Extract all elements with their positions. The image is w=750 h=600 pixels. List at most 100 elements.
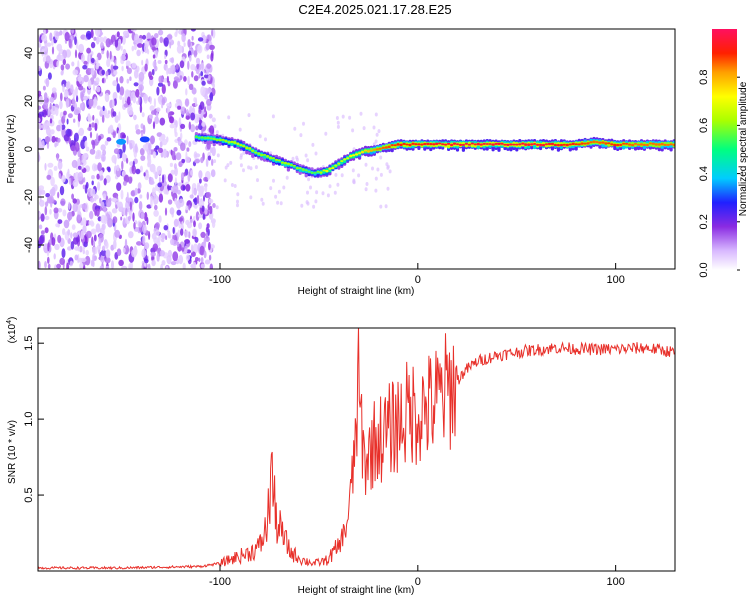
spectrogram-speckle — [282, 185, 286, 190]
spectrogram-y-tick-label: 0 — [23, 146, 35, 152]
spectrogram-noise-cell — [83, 60, 88, 65]
spectrogram-speckle — [348, 115, 352, 120]
spectrogram-noise-cell — [193, 203, 198, 209]
spectrogram-noise-cell — [60, 70, 64, 76]
spectrogram-noise-cell — [38, 211, 42, 218]
spectrogram-noise-cell — [122, 30, 129, 36]
spectrogram-noise-cell — [98, 36, 104, 43]
spectrogram-noise-cell — [206, 98, 212, 106]
spectrogram-noise-cell — [166, 75, 169, 83]
spectrogram-noise-cell — [210, 169, 216, 178]
spectrogram-noise-cell — [133, 82, 139, 87]
spectrogram-ridge-cell — [482, 142, 486, 145]
spectrogram-noise-cell — [85, 181, 89, 189]
spectrogram-noise-cell — [198, 222, 203, 230]
spectrogram-speckle — [311, 142, 315, 147]
spectrogram-noise-cell — [122, 142, 126, 153]
spectrogram-noise-cell — [192, 261, 197, 269]
spectrogram-ridge-cell — [613, 143, 617, 147]
spectrogram-noise-cell — [137, 43, 143, 48]
spectrogram-noise-cell — [41, 123, 48, 130]
spectrogram-noise-cell — [155, 145, 160, 150]
spectrogram-ridge-cell — [628, 143, 632, 146]
spectrogram-ridge-cell — [239, 144, 243, 147]
spectrogram-ridge-cell — [251, 149, 255, 152]
spectrogram-noise-cell — [191, 35, 194, 41]
spectrogram-noise-cell — [129, 201, 132, 211]
spectrogram-ridge-cell — [533, 143, 537, 145]
spectrogram-speckle — [377, 129, 381, 134]
spectrogram-speckle — [334, 172, 338, 177]
spectrogram-ridge-cell — [405, 143, 409, 146]
spectrogram-ridge-cell — [589, 141, 593, 144]
spectrogram-ridge-cell — [550, 142, 554, 146]
spectrogram-noise-cell — [187, 39, 191, 48]
spectrogram-noise-cell — [166, 255, 172, 265]
spectrogram-noise-cell — [170, 238, 175, 246]
spectrogram-noise-cell — [78, 165, 82, 170]
spectrogram-noise-cell — [114, 59, 117, 66]
spectrogram-ridge-cell — [194, 135, 198, 139]
colorbar-ticks: 0.0 0.2 0.4 0.6 0.8 — [698, 70, 740, 278]
spectrogram-noise-cell — [195, 57, 201, 65]
spectrogram-ridge-cell — [485, 143, 489, 145]
spectrogram-noise-cell — [59, 185, 65, 196]
spectrogram-noise-cell — [53, 165, 58, 171]
spectrogram-noise-cell — [137, 38, 143, 44]
spectrogram-noise-cell — [87, 79, 92, 90]
spectrogram-noise-cell — [57, 137, 61, 143]
spectrogram-noise-cell — [153, 168, 156, 175]
spectrogram-noise-cell — [158, 147, 163, 153]
spectrogram-noise-cell — [199, 101, 205, 110]
spectrogram-speckle — [229, 160, 233, 165]
spectrogram-noise-cell — [68, 201, 71, 210]
spectrogram-ridge-cell — [331, 166, 335, 170]
spectrogram-noise-cell — [57, 191, 60, 199]
spectrogram-ridge-cell — [601, 141, 605, 144]
spectrogram-ridge-cell — [366, 150, 371, 153]
spectrogram-noise-cell — [99, 265, 104, 269]
spectrogram-noise-cell — [126, 135, 129, 145]
spectrogram-noise-cell — [157, 95, 163, 103]
spectrogram-ridge-cell — [553, 143, 557, 147]
spectrogram-ridge-cell — [230, 140, 234, 143]
spectrogram-noise-cell — [96, 133, 99, 143]
spectrogram-noise-cell — [138, 95, 141, 105]
spectrogram-noise-cell — [150, 197, 153, 208]
spectrogram-speckle — [276, 200, 280, 205]
spectrogram-noise-cell — [122, 134, 126, 139]
spectrogram-speckle — [233, 184, 237, 188]
spectrogram-noise-cell — [185, 205, 189, 211]
spectrogram-noise-cell — [172, 80, 178, 89]
spectrogram-noise-cell — [207, 204, 210, 211]
spectrogram-noise-cell — [129, 76, 132, 81]
spectrogram-noise-cell — [47, 109, 50, 116]
colorbar: 0.0 0.2 0.4 0.6 0.8 Normalized spectral ampl… — [698, 29, 749, 278]
spectrogram-noise-cell — [156, 86, 160, 96]
spectrogram-noise-cell — [65, 98, 70, 108]
spectrogram-speckle — [351, 168, 355, 173]
spectrogram-noise-cell — [198, 213, 203, 218]
spectrogram-noise-cell — [142, 235, 146, 245]
spectrogram-ridge-cell — [598, 141, 602, 144]
spectrogram-noise-cell — [195, 211, 200, 222]
spectrogram-noise-cell — [151, 187, 156, 197]
spectrogram-noise-cell — [131, 165, 135, 172]
spectrogram-noise-cell — [177, 105, 182, 110]
spectrogram-ridge-cell — [636, 143, 641, 146]
spectrogram-noise-cell — [187, 75, 190, 86]
spectrogram-speckle — [249, 166, 253, 171]
spectrogram-noise-cell — [95, 77, 100, 84]
spectrogram-ridge-cell — [518, 143, 522, 146]
spectrogram-speckle — [227, 115, 231, 120]
spectrogram-noise-cell — [58, 54, 64, 62]
spectrogram-noise-cell — [181, 33, 186, 43]
spectrogram-x-tick-label: 0 — [415, 274, 421, 286]
figure-title: C2E4.2025.021.17.28.E25 — [298, 2, 451, 17]
spectrogram-ridge-cell — [393, 144, 397, 147]
spectrogram-noise-cell — [45, 55, 51, 64]
spectrogram-noise-cell — [158, 176, 161, 184]
spectrogram-noise-cell — [47, 72, 52, 80]
spectrogram-ridge-cell — [375, 148, 379, 151]
spectrogram-noise-cell — [45, 193, 51, 198]
